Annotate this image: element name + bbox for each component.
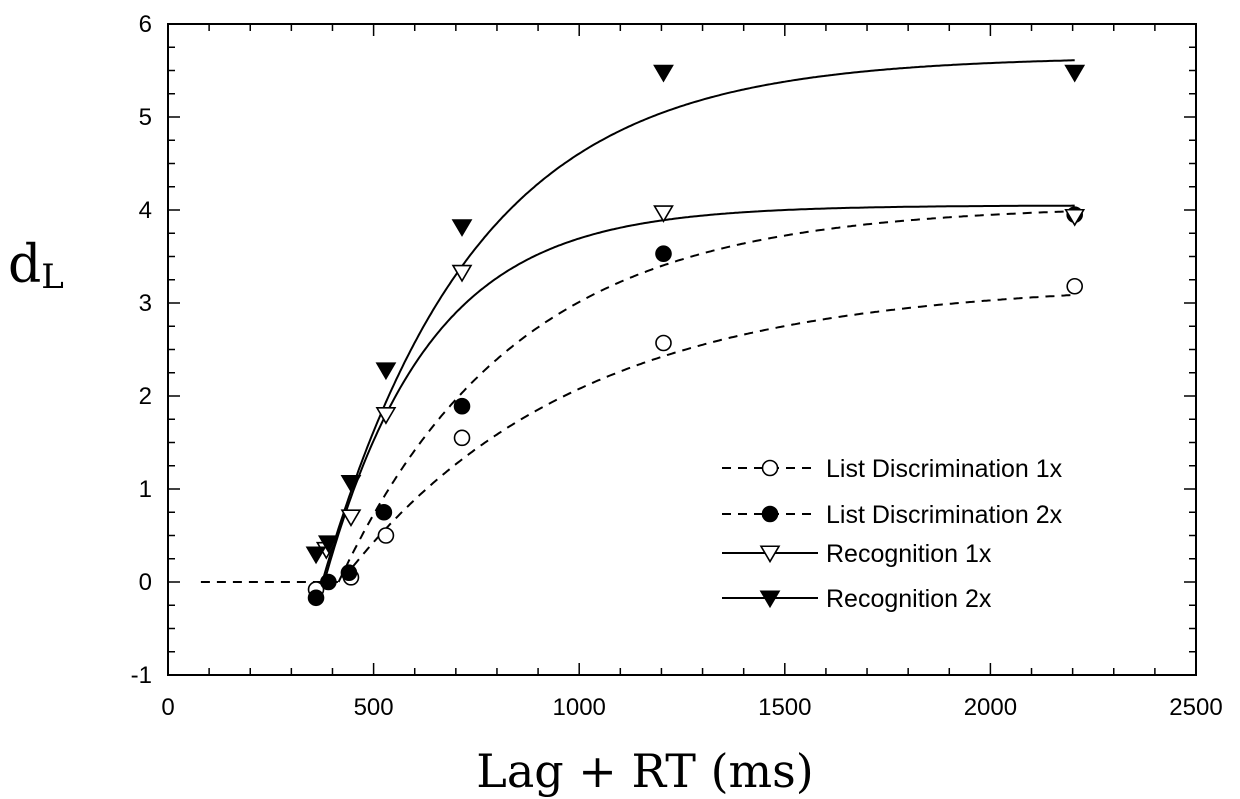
data-point-series-2 (375, 503, 393, 521)
fit-curve-3 (323, 204, 1075, 583)
data-point-series-2 (340, 564, 358, 582)
data-point-series-3 (340, 509, 362, 528)
legend-marker-2 (761, 505, 779, 523)
data-point-series-2 (655, 245, 672, 263)
data-point-series-4 (305, 546, 327, 565)
legend-label-2: List Discrimination 2x (826, 501, 1063, 529)
y-axis-title: dL (8, 235, 64, 297)
x-tick-label: 0 (161, 694, 174, 721)
y-tick-label: 6 (139, 11, 152, 38)
data-point-series-2 (307, 589, 325, 607)
data-point-series-1 (453, 429, 471, 447)
data-point-series-4 (451, 219, 473, 237)
fit-curve-4 (321, 59, 1075, 583)
legend-marker-4 (759, 590, 781, 609)
legend-marker-3 (759, 545, 781, 564)
legend-label-3: Recognition 1x (826, 540, 992, 568)
data-point-series-4 (653, 64, 674, 83)
data-point-series-3 (1064, 208, 1086, 227)
x-tick-label: 2000 (964, 694, 1017, 721)
y-tick-label: 5 (139, 104, 152, 131)
data-point-series-4 (1064, 64, 1086, 83)
x-tick-label: 2500 (1169, 694, 1222, 721)
y-tick-label: 0 (139, 569, 152, 596)
x-tick-label: 1000 (553, 694, 606, 721)
x-axis-title: Lag + RT (ms) (476, 744, 813, 798)
data-point-series-2 (453, 397, 471, 415)
data-point-series-4 (340, 474, 362, 493)
x-tick-label: 1500 (758, 694, 811, 721)
x-tick-label: 500 (354, 694, 394, 721)
data-point-series-3 (451, 264, 473, 283)
legend-marker-1 (761, 459, 779, 477)
legend: List Discrimination 1x List Discriminatio… (722, 455, 1063, 613)
y-axis-title-main: d (8, 235, 41, 295)
data-point-series-4 (375, 362, 397, 381)
axes: 0 500 1000 1500 2000 2500 -1 0 1 2 3 4 5 6 (131, 11, 1223, 721)
data-point-series-1 (655, 334, 672, 352)
y-tick-label: 4 (139, 197, 152, 224)
data-point-series-1 (377, 527, 395, 544)
legend-label-1: List Discrimination 1x (826, 455, 1063, 483)
data-point-series-1 (1066, 277, 1083, 295)
data-markers (305, 64, 1086, 607)
data-point-series-2 (320, 573, 337, 591)
y-axis-title-sub: L (41, 257, 64, 297)
y-tick-label: 3 (139, 290, 152, 317)
legend-label-4: Recognition 2x (826, 585, 992, 613)
data-point-series-3 (375, 407, 397, 425)
y-tick-label: 2 (139, 383, 152, 410)
data-point-series-3 (653, 205, 674, 223)
y-tick-label: 1 (139, 476, 152, 503)
y-tick-label: -1 (131, 662, 152, 689)
fit-curve-2 (337, 210, 1075, 583)
data-point-series-4 (317, 535, 339, 554)
